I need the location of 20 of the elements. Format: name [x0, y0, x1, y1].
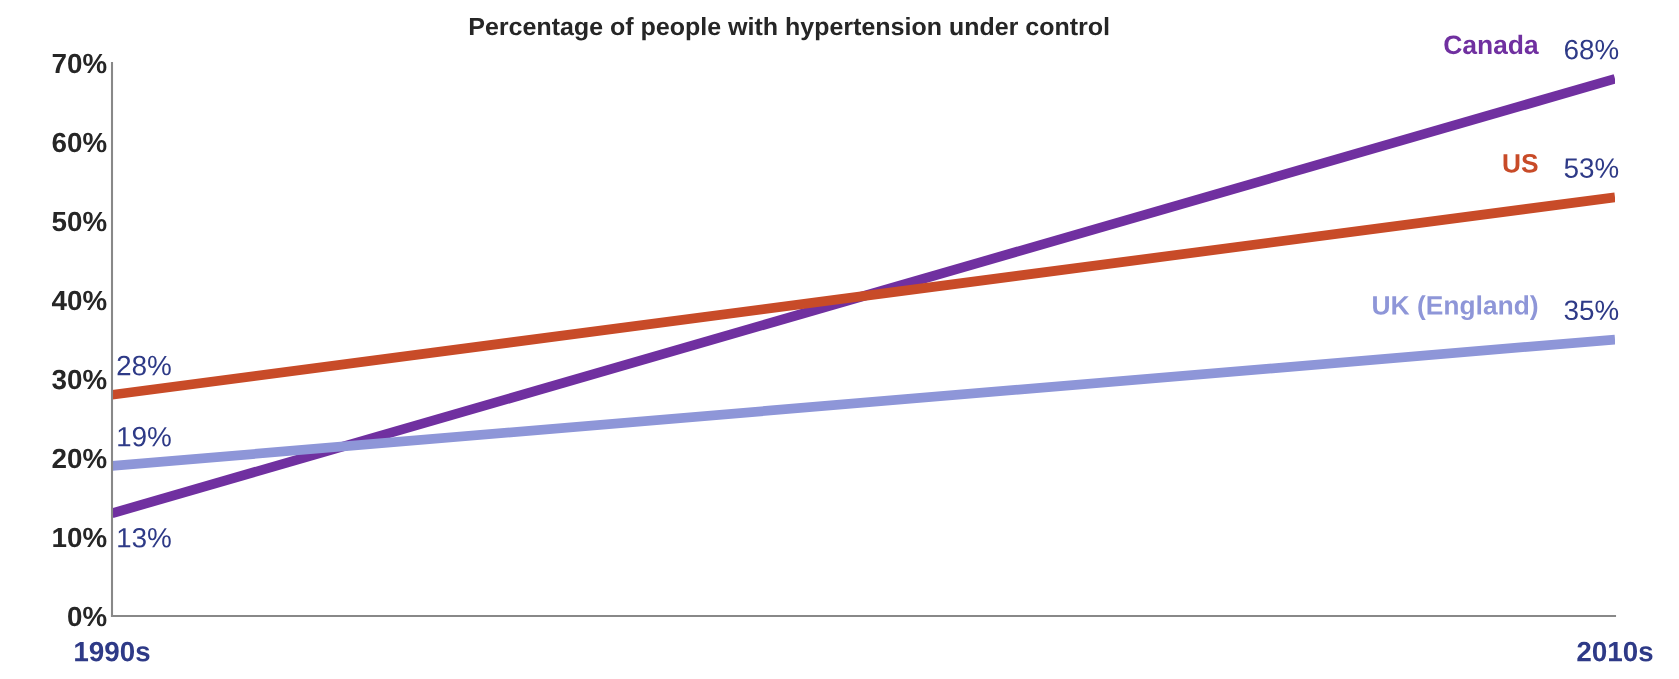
y-tick-label: 70% [52, 53, 107, 74]
data-label: 53% [1564, 158, 1619, 178]
y-tick-label: 60% [52, 132, 107, 153]
y-tick-label: 40% [51, 290, 107, 311]
data-label: 13% [118, 527, 171, 548]
x-tick-label: 2010s [1577, 641, 1653, 662]
series-label: UK (England) [1373, 295, 1538, 321]
chart-title: Percentage of people with hypertension under control [469, 16, 1109, 41]
y-tick-label: 10% [53, 527, 107, 548]
data-label: 35% [1564, 300, 1619, 321]
data-label: 19% [118, 426, 171, 447]
series-label: US [1503, 153, 1538, 173]
x-tick-label: 1990s [75, 641, 150, 662]
y-tick-label: 30% [52, 369, 107, 390]
data-label: 28% [117, 355, 171, 376]
y-tick-label: 20% [52, 448, 107, 469]
series-label: Canada [1444, 34, 1539, 55]
data-label: 68% [1564, 39, 1619, 60]
y-tick-label: 0% [68, 606, 107, 627]
y-tick-label: 50% [52, 211, 107, 232]
